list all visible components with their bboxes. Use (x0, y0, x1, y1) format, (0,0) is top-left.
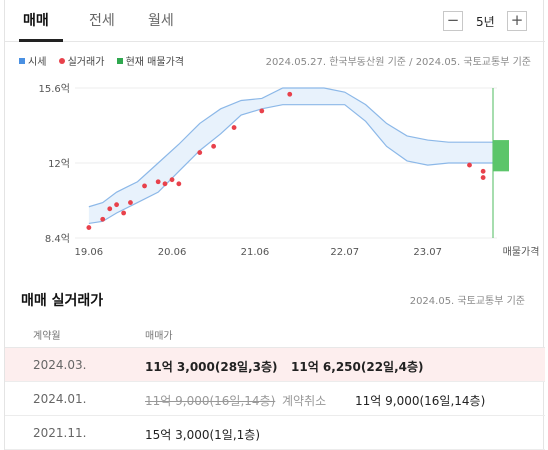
current-listing-bar (493, 140, 509, 172)
trade-section-title: 매매 실거래가 (21, 293, 104, 309)
x-tick-label: 23.07 (413, 247, 442, 258)
transaction-point (287, 91, 293, 97)
price-panel: 매매 전세 월세 − 5년 + 시세 실거래가 현재 매물가격 2024.05.… (4, 0, 545, 450)
transaction-point (86, 225, 92, 230)
deal-type-tabs: 매매 전세 월세 − 5년 + (5, 0, 545, 42)
transaction-point (114, 202, 119, 208)
chart-source-note: 2024.05.27. 한국부동산원 기준 / 2024.05. 국토교통부 기… (265, 57, 531, 68)
transaction-point (467, 162, 472, 168)
trade-date: 2024.01. (33, 392, 87, 406)
period-decrease-button[interactable]: − (443, 11, 463, 31)
y-tick-label: 8.4억 (45, 233, 70, 245)
transaction-point (100, 216, 106, 222)
trade-date: 2021.11. (33, 426, 87, 440)
trade-row[interactable]: 2024.03. 11억 3,000(28일,3층) 11억 6,250(22일… (5, 348, 545, 382)
y-tick-label: 12억 (48, 158, 70, 170)
price-band-upper-line (88, 87, 497, 208)
trade-row[interactable]: 2021.11. 15억 3,000(1일,1층) (5, 416, 545, 450)
trade-price: 11억 6,250(22일,4층) (291, 360, 424, 374)
price-band-lower-line (88, 104, 497, 225)
period-selector: − 5년 + (443, 11, 527, 31)
period-increase-button[interactable]: + (507, 11, 527, 31)
tab-sale[interactable]: 매매 (23, 13, 49, 29)
trade-section-source: 2024.05. 국토교통부 기준 (409, 296, 525, 307)
tab-jeonse[interactable]: 전세 (89, 13, 115, 29)
price-band-area (88, 88, 497, 224)
transaction-point (231, 125, 237, 130)
header-sale-price: 매매가 (145, 331, 173, 342)
trade-price: 11억 9,000(16일,14층) (355, 394, 486, 408)
red-dot-icon (58, 58, 65, 64)
x-tick-label: 19.06 (75, 247, 104, 258)
transaction-point (121, 210, 127, 216)
transaction-point (480, 175, 486, 180)
cancelled-badge: 계약취소 (282, 394, 327, 408)
blue-square-icon (19, 58, 25, 64)
transaction-point (107, 206, 113, 212)
green-square-icon (116, 58, 123, 64)
legend-item-current-listing: 현재 매물가격 (116, 57, 184, 68)
transaction-point (155, 179, 161, 185)
transaction-point (162, 181, 168, 187)
tab-monthly-rent[interactable]: 월세 (148, 13, 174, 29)
active-tab-indicator (19, 39, 63, 42)
x-tick-label: 21.06 (241, 247, 270, 258)
transaction-point (128, 200, 133, 205)
transaction-point (480, 168, 486, 174)
legend-item-transactions: 실거래가 (58, 57, 104, 68)
cancelled-trade-price: 11억 9,000(16일,14층) (145, 394, 276, 408)
x-tick-label: 20.06 (158, 247, 187, 258)
transaction-point (197, 150, 203, 155)
x-tick-label: 22.07 (330, 247, 359, 258)
period-value: 5년 (476, 15, 495, 29)
trade-price: 11억 3,000(28일,3층) (145, 360, 278, 374)
y-tick-label: 15.6억 (39, 83, 70, 95)
transaction-point (211, 143, 217, 149)
trade-row[interactable]: 2024.01. 11억 9,000(16일,14층) 계약취소 11억 9,0… (5, 382, 545, 416)
trade-price: 15억 3,000(1일,1층) (145, 428, 261, 442)
transaction-point (259, 108, 265, 114)
header-contract-month: 계약월 (33, 331, 61, 342)
transaction-point (142, 183, 147, 189)
price-chart: 15.6억 12억 8.4억 19.06 20.06 21.06 22.07 23.07 매물가… (39, 83, 540, 258)
trade-table-header: 계약월 매매가 (5, 318, 545, 348)
x-extra-label: 매물가격 (503, 245, 540, 258)
trade-date: 2024.03. (33, 358, 87, 372)
transaction-point (169, 177, 175, 183)
legend-item-market-price: 시세 (19, 57, 46, 68)
transaction-point (176, 181, 182, 187)
chart-legend: 시세 실거래가 현재 매물가격 (19, 53, 193, 68)
